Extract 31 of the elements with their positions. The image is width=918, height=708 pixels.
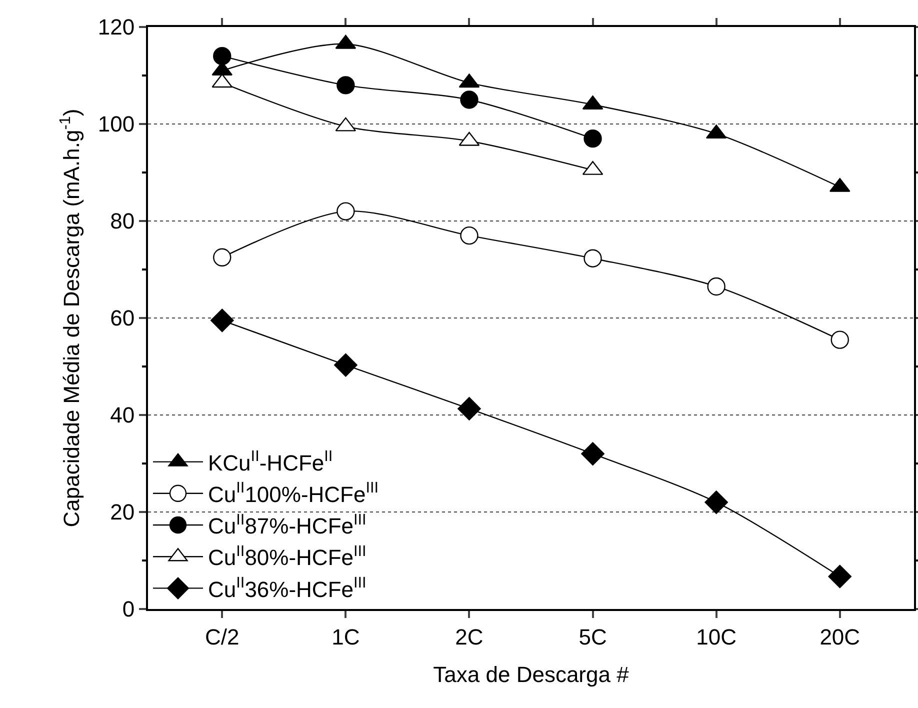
- point: [828, 564, 852, 588]
- y-tick-label: 20: [110, 500, 135, 525]
- x-tick-label: C/2: [205, 624, 240, 650]
- y-tick-label: 0: [122, 596, 135, 622]
- point: [460, 226, 478, 245]
- point: [458, 397, 481, 420]
- point: [581, 442, 604, 466]
- point: [830, 330, 849, 349]
- legend-label: Cu$^{II}$87%-HCFe$^{III}$: [208, 511, 366, 539]
- y-tick-label: 60: [110, 306, 135, 331]
- point: [336, 202, 355, 220]
- point: [707, 277, 726, 296]
- point: [213, 248, 232, 266]
- x-tick-label: 5C: [578, 624, 607, 650]
- y-tick-label: 40: [110, 402, 135, 428]
- point: [704, 490, 728, 514]
- legend-label: Cu$^{II}$36%-HCFe$^{III}$: [208, 574, 366, 602]
- point: [584, 249, 602, 268]
- x-tick-label: 20C: [820, 624, 860, 650]
- x-axis-title: Taxa de Descarga #: [433, 662, 630, 687]
- x-tick-label: 10C: [696, 624, 737, 650]
- y-tick-label: 80: [110, 208, 135, 234]
- y-tick-label: 120: [98, 14, 135, 40]
- legend-label: KCu$^{II}$-HCFe$^{II}$: [208, 448, 333, 476]
- y-tick-label: 100: [98, 112, 135, 137]
- point: [210, 308, 234, 332]
- legend-label: Cu$^{II}$80%-HCFe$^{III}$: [208, 542, 366, 570]
- x-tick-label: 1C: [332, 624, 360, 650]
- legend-label: Cu$^{II}$100%-HCFe$^{III}$: [208, 480, 379, 507]
- x-tick-label: 2C: [455, 624, 484, 650]
- point: [334, 353, 358, 377]
